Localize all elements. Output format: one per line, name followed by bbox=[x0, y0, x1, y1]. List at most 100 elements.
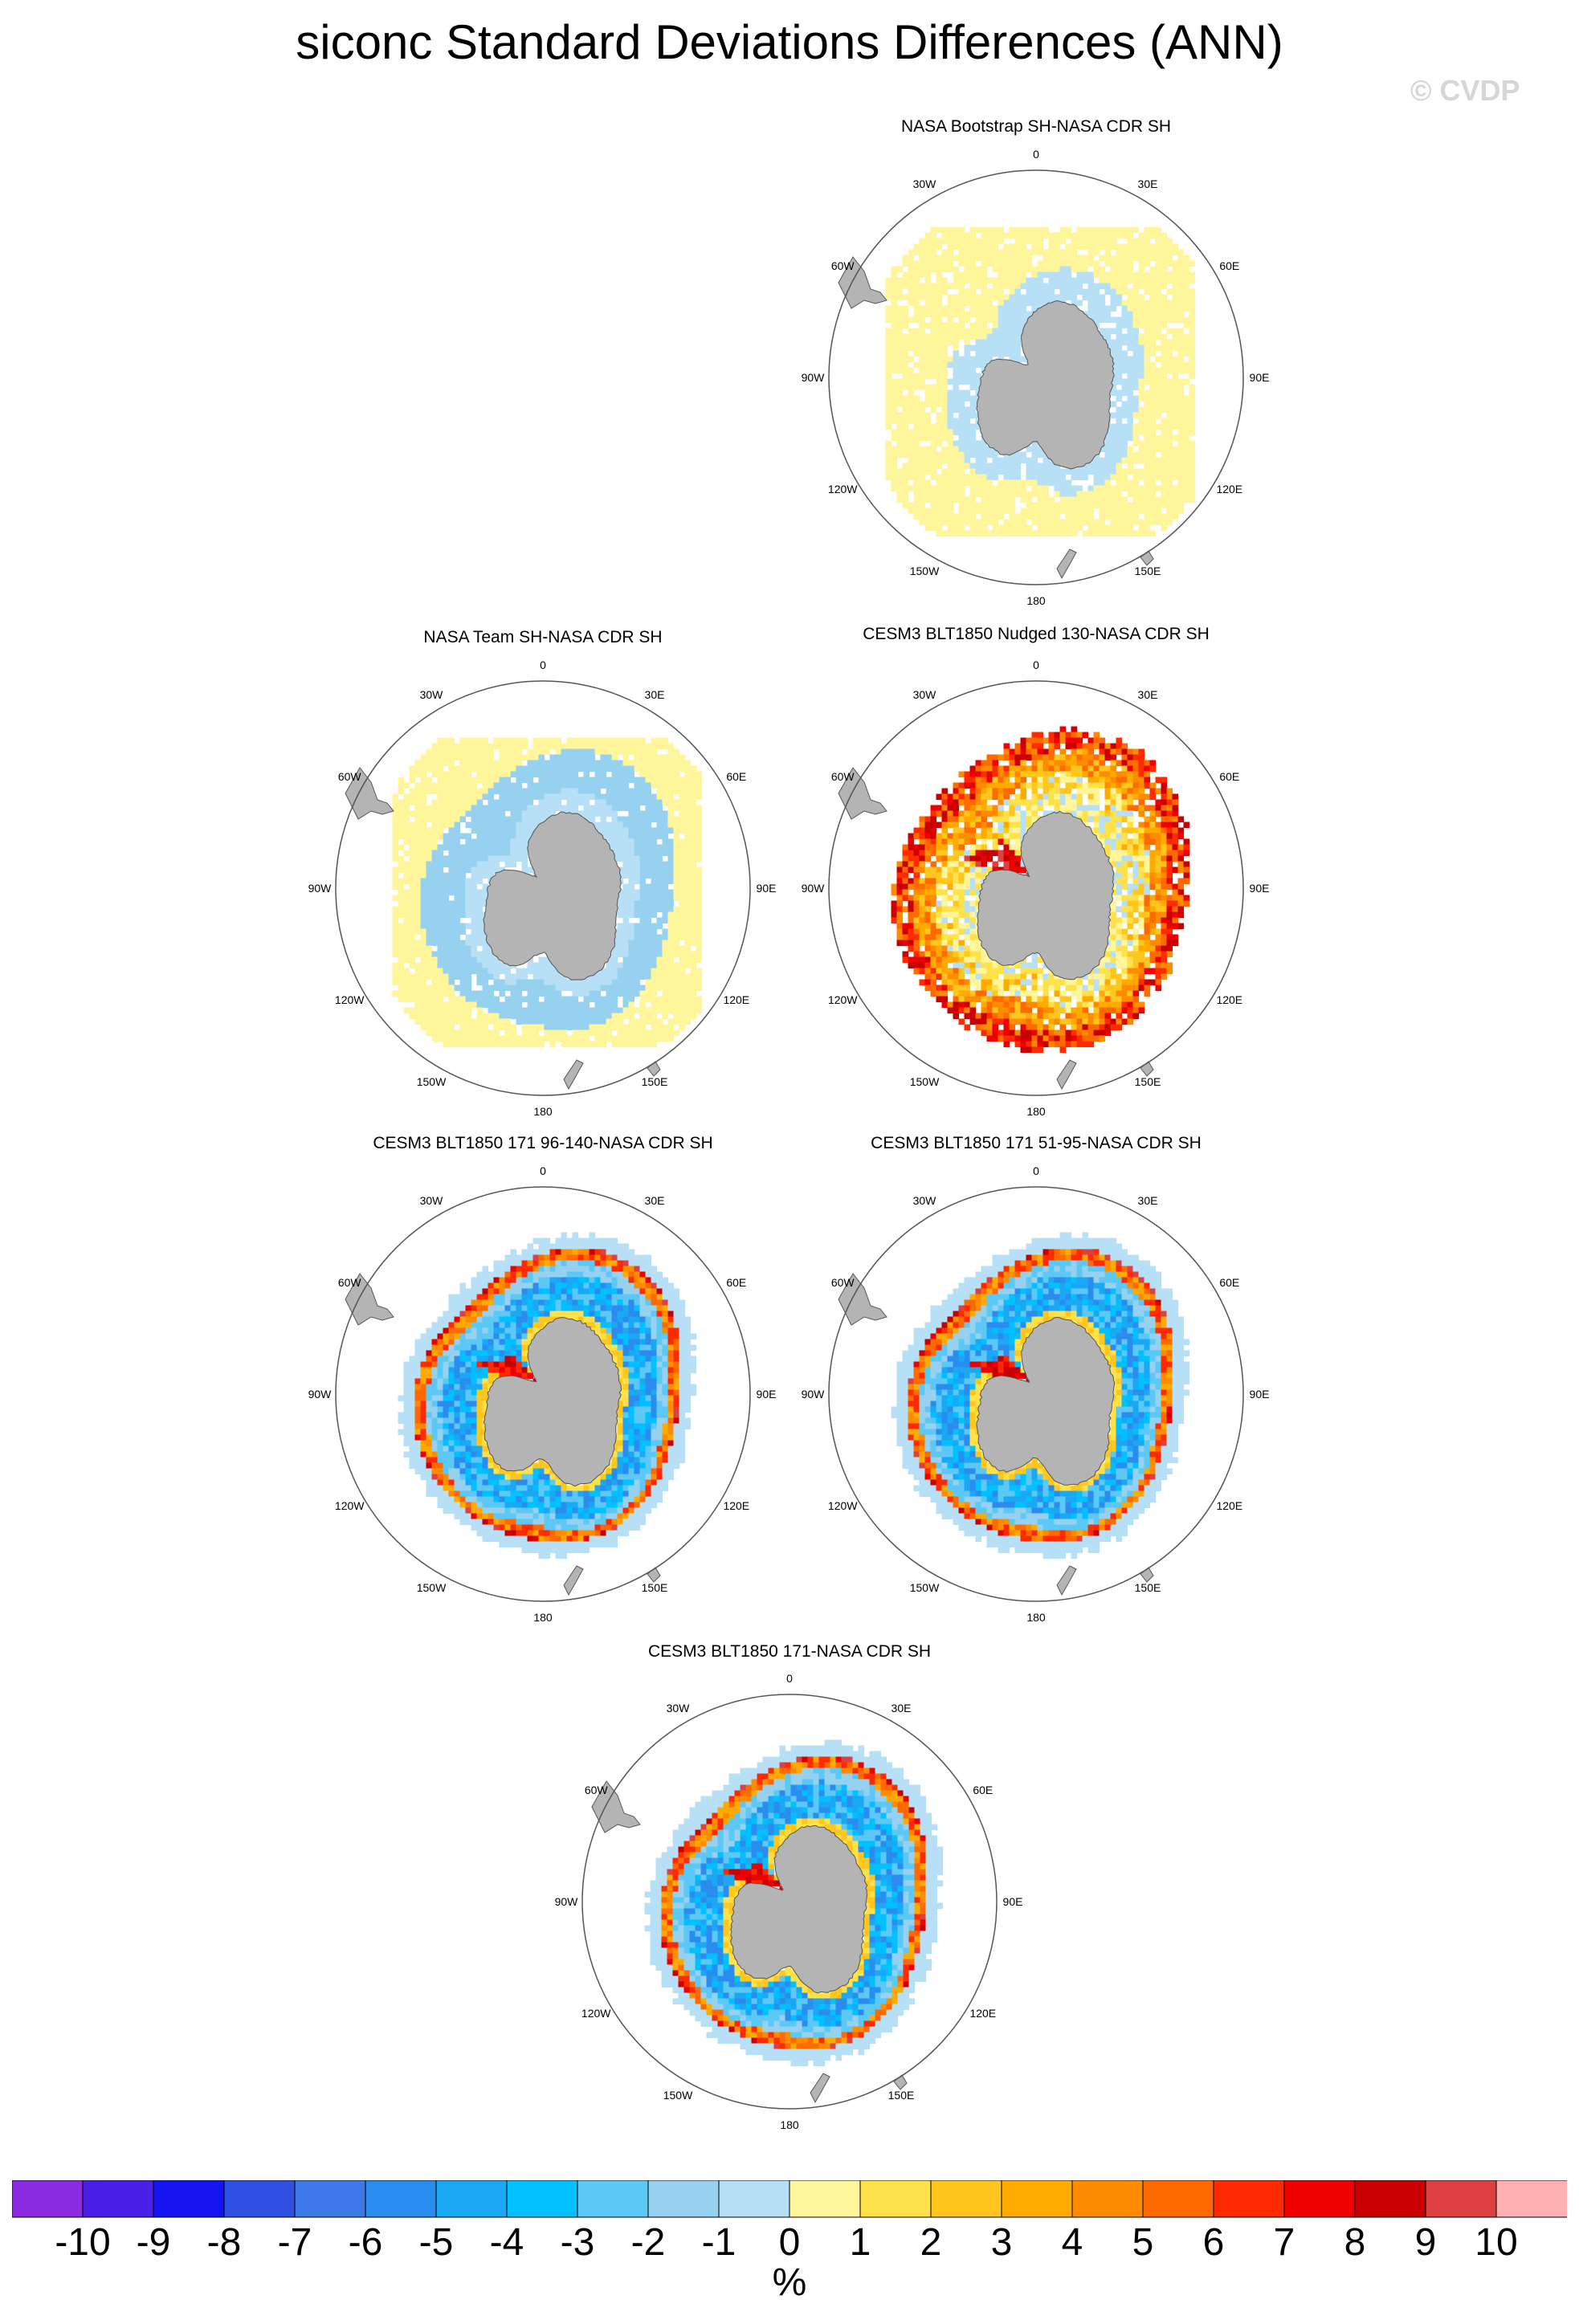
data-cell bbox=[1116, 782, 1123, 789]
data-cell bbox=[673, 1029, 680, 1037]
data-cell bbox=[1042, 771, 1050, 778]
data-cell bbox=[958, 451, 965, 459]
data-cell bbox=[1020, 249, 1027, 256]
data-cell bbox=[673, 827, 680, 834]
data-cell bbox=[696, 822, 703, 829]
data-cell bbox=[454, 827, 461, 834]
data-cell bbox=[958, 305, 965, 312]
data-cell bbox=[1009, 266, 1016, 273]
data-cell bbox=[617, 934, 624, 941]
data-cell bbox=[1037, 277, 1044, 284]
data-cell bbox=[555, 996, 562, 1003]
data-cell bbox=[1138, 232, 1145, 239]
data-cell bbox=[919, 384, 926, 391]
data-cell bbox=[651, 793, 658, 801]
data-cell bbox=[992, 322, 999, 329]
data-cell bbox=[409, 906, 416, 913]
data-cell bbox=[459, 754, 467, 761]
data-cell bbox=[924, 243, 932, 251]
data-cell bbox=[1138, 406, 1145, 414]
data-cell bbox=[936, 491, 943, 498]
data-cell bbox=[667, 1035, 675, 1042]
longitude-label: 150W bbox=[910, 565, 940, 577]
data-cell bbox=[947, 434, 954, 442]
data-cell bbox=[1026, 822, 1033, 829]
data-cell bbox=[555, 799, 562, 806]
data-cell bbox=[482, 771, 489, 778]
data-cell bbox=[426, 754, 433, 761]
data-cell bbox=[645, 900, 652, 907]
data-cell bbox=[431, 760, 439, 767]
data-cell bbox=[617, 1018, 624, 1025]
data-cell bbox=[392, 962, 399, 969]
data-cell bbox=[1054, 243, 1061, 251]
data-cell bbox=[1177, 339, 1185, 346]
data-cell bbox=[639, 945, 647, 952]
data-cell bbox=[1042, 260, 1050, 267]
data-cell bbox=[1155, 243, 1162, 251]
data-cell bbox=[1031, 732, 1038, 739]
data-cell bbox=[936, 283, 943, 290]
data-cell bbox=[448, 917, 455, 924]
data-cell bbox=[538, 805, 545, 812]
data-cell bbox=[1155, 255, 1162, 262]
data-cell bbox=[1149, 249, 1157, 256]
data-cell bbox=[1155, 378, 1162, 385]
data-cell bbox=[1177, 434, 1185, 442]
data-cell bbox=[1144, 474, 1151, 481]
data-cell bbox=[958, 226, 965, 234]
data-cell bbox=[504, 1041, 512, 1048]
data-cell bbox=[1127, 822, 1134, 829]
data-cell bbox=[1132, 356, 1140, 363]
data-cell bbox=[611, 990, 618, 997]
data-cell bbox=[572, 805, 579, 812]
data-cell bbox=[516, 754, 523, 761]
data-cell bbox=[902, 333, 909, 340]
data-cell bbox=[1093, 502, 1100, 509]
data-cell bbox=[936, 345, 943, 352]
data-cell bbox=[941, 446, 949, 453]
data-cell bbox=[465, 855, 472, 862]
data-cell bbox=[1059, 760, 1067, 767]
data-cell bbox=[634, 889, 641, 896]
data-cell bbox=[454, 765, 461, 773]
data-cell bbox=[919, 463, 926, 470]
data-cell bbox=[953, 345, 960, 352]
data-cell bbox=[600, 765, 607, 773]
data-cell bbox=[414, 979, 422, 986]
data-cell bbox=[516, 973, 523, 981]
data-cell bbox=[420, 782, 427, 789]
data-cell bbox=[885, 389, 892, 397]
data-cell bbox=[1009, 260, 1016, 267]
data-cell bbox=[975, 457, 982, 464]
data-cell bbox=[947, 446, 954, 453]
data-cell bbox=[1037, 232, 1044, 239]
data-cell bbox=[583, 765, 590, 773]
data-cell bbox=[645, 771, 652, 778]
data-cell bbox=[958, 243, 965, 251]
data-cell bbox=[953, 294, 960, 301]
data-cell bbox=[414, 788, 422, 795]
data-cell bbox=[1014, 232, 1022, 239]
data-cell bbox=[1014, 793, 1022, 801]
data-cell bbox=[1110, 474, 1117, 481]
data-cell bbox=[981, 294, 988, 301]
data-cell bbox=[606, 760, 613, 767]
data-cell bbox=[482, 793, 489, 801]
data-cell bbox=[1104, 288, 1112, 296]
data-cell bbox=[651, 743, 658, 750]
data-cell bbox=[549, 1018, 557, 1025]
data-cell bbox=[398, 889, 405, 896]
data-cell bbox=[891, 389, 898, 397]
data-cell bbox=[896, 434, 904, 442]
data-cell bbox=[1138, 243, 1145, 251]
data-cell bbox=[476, 850, 483, 857]
data-cell bbox=[896, 345, 904, 352]
data-cell bbox=[1116, 345, 1123, 352]
data-cell bbox=[538, 788, 545, 795]
data-cell bbox=[958, 457, 965, 464]
data-cell bbox=[958, 485, 965, 492]
data-cell bbox=[611, 850, 618, 857]
data-cell bbox=[1031, 294, 1038, 301]
